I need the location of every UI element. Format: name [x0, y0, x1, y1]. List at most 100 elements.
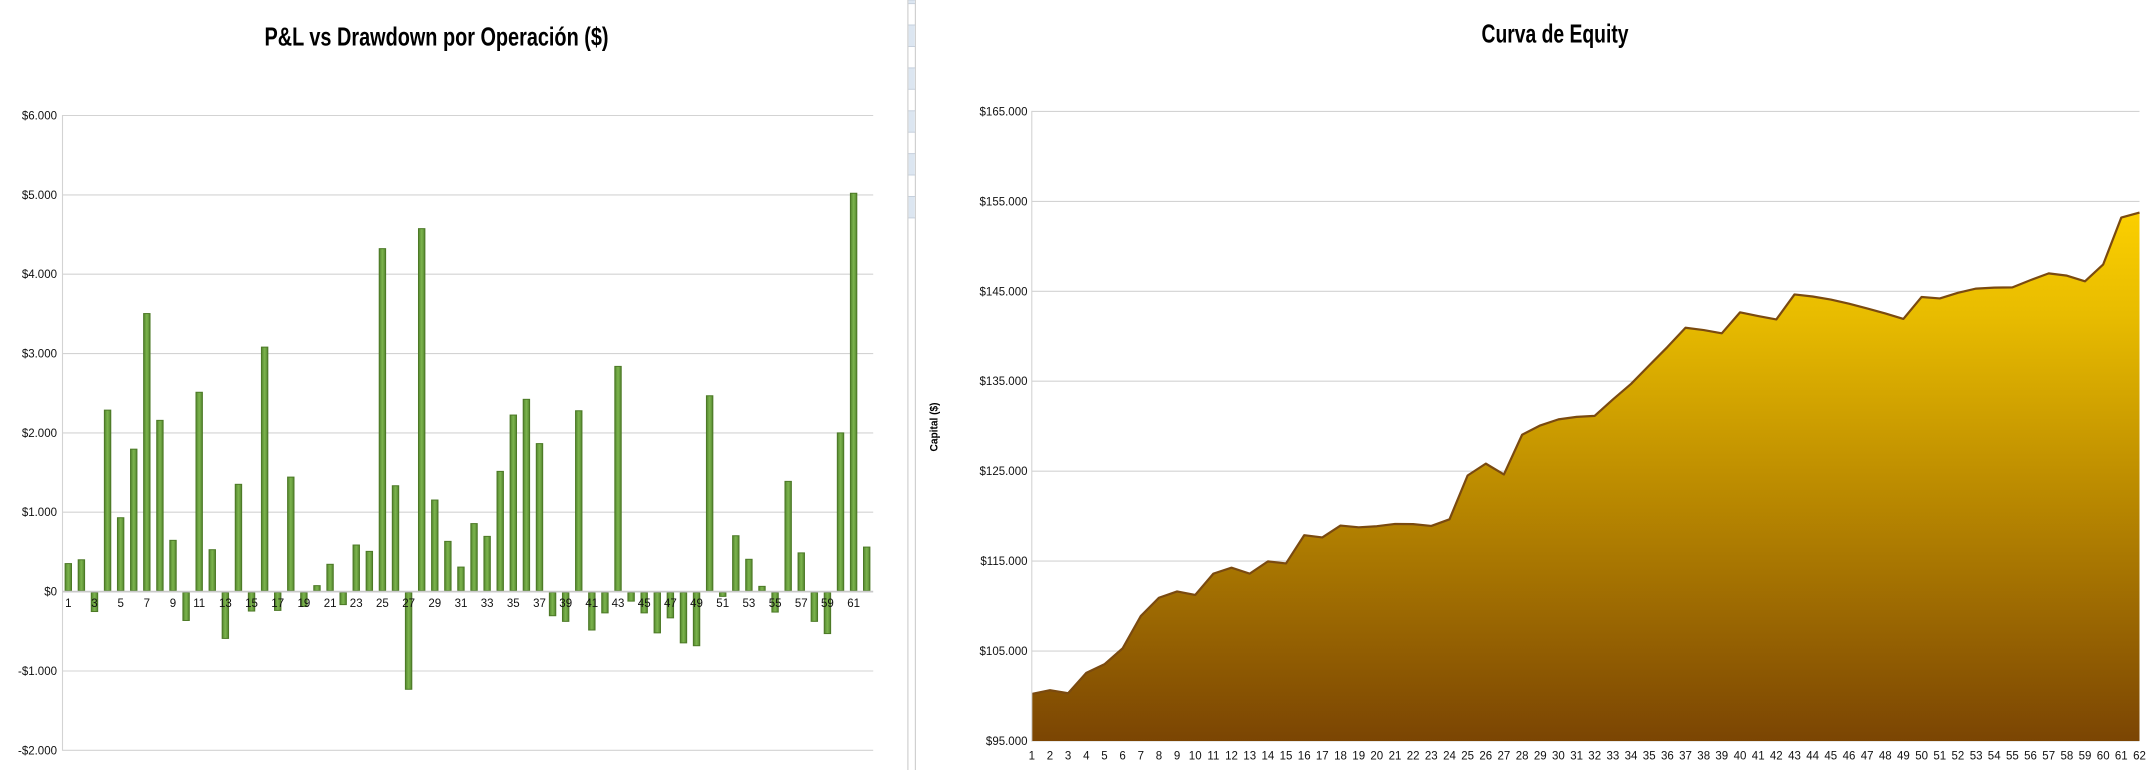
svg-text:11: 11 — [1207, 751, 1219, 763]
svg-text:36: 36 — [1661, 751, 1674, 763]
svg-text:21: 21 — [324, 598, 337, 610]
svg-text:57: 57 — [2042, 751, 2055, 763]
svg-text:2: 2 — [1047, 751, 1053, 763]
svg-text:14: 14 — [1262, 751, 1275, 763]
svg-text:$2.000: $2.000 — [22, 428, 57, 440]
svg-text:13: 13 — [219, 598, 232, 610]
svg-text:27: 27 — [1498, 751, 1511, 763]
svg-text:7: 7 — [144, 598, 150, 610]
svg-text:$135.000: $135.000 — [980, 376, 1028, 388]
svg-text:$3.000: $3.000 — [22, 349, 57, 361]
svg-text:31: 31 — [455, 598, 468, 610]
svg-text:7: 7 — [1138, 751, 1144, 763]
svg-text:21: 21 — [1389, 751, 1402, 763]
svg-text:41: 41 — [585, 598, 598, 610]
svg-text:$125.000: $125.000 — [980, 466, 1028, 478]
svg-text:23: 23 — [350, 598, 363, 610]
svg-text:35: 35 — [1643, 751, 1656, 763]
svg-text:45: 45 — [638, 598, 651, 610]
svg-text:43: 43 — [1788, 751, 1801, 763]
svg-text:15: 15 — [1280, 751, 1293, 763]
svg-text:31: 31 — [1570, 751, 1583, 763]
svg-text:61: 61 — [2115, 751, 2128, 763]
svg-text:48: 48 — [1879, 751, 1892, 763]
svg-text:22: 22 — [1407, 751, 1420, 763]
svg-text:8: 8 — [1156, 751, 1162, 763]
svg-text:55: 55 — [2006, 751, 2019, 763]
svg-text:27: 27 — [402, 598, 415, 610]
svg-text:51: 51 — [716, 598, 729, 610]
svg-text:5: 5 — [117, 598, 123, 610]
svg-text:13: 13 — [1243, 751, 1256, 763]
svg-text:16: 16 — [1298, 751, 1311, 763]
svg-text:18: 18 — [1334, 751, 1347, 763]
svg-text:62: 62 — [2133, 751, 2146, 763]
svg-text:Capital ($): Capital ($) — [929, 402, 941, 451]
svg-text:44: 44 — [1806, 751, 1819, 763]
svg-text:-$1.000: -$1.000 — [18, 666, 57, 678]
svg-text:6: 6 — [1119, 751, 1125, 763]
svg-text:55: 55 — [769, 598, 782, 610]
svg-text:38: 38 — [1697, 751, 1710, 763]
svg-text:4: 4 — [1083, 751, 1090, 763]
svg-text:60: 60 — [2097, 751, 2110, 763]
svg-text:25: 25 — [376, 598, 389, 610]
svg-text:1: 1 — [1029, 751, 1035, 763]
svg-text:$6.000: $6.000 — [22, 111, 57, 123]
svg-text:12: 12 — [1225, 751, 1238, 763]
svg-text:1: 1 — [65, 598, 71, 610]
svg-text:45: 45 — [1824, 751, 1837, 763]
svg-text:39: 39 — [559, 598, 572, 610]
svg-text:28: 28 — [1516, 751, 1529, 763]
svg-text:34: 34 — [1625, 751, 1638, 763]
svg-text:61: 61 — [847, 598, 860, 610]
svg-text:17: 17 — [271, 598, 284, 610]
svg-text:3: 3 — [1065, 751, 1071, 763]
svg-text:58: 58 — [2061, 751, 2074, 763]
svg-text:47: 47 — [664, 598, 677, 610]
svg-text:20: 20 — [1370, 751, 1383, 763]
svg-text:5: 5 — [1101, 751, 1107, 763]
svg-text:23: 23 — [1425, 751, 1438, 763]
svg-text:46: 46 — [1843, 751, 1856, 763]
svg-text:33: 33 — [481, 598, 494, 610]
svg-text:$165.000: $165.000 — [980, 106, 1028, 118]
svg-text:$115.000: $115.000 — [980, 556, 1027, 568]
svg-text:43: 43 — [612, 598, 625, 610]
svg-text:25: 25 — [1461, 751, 1474, 763]
svg-text:11: 11 — [193, 598, 205, 610]
svg-text:41: 41 — [1752, 751, 1765, 763]
svg-text:3: 3 — [91, 598, 97, 610]
svg-text:52: 52 — [1952, 751, 1965, 763]
svg-text:26: 26 — [1479, 751, 1492, 763]
svg-text:32: 32 — [1588, 751, 1601, 763]
svg-text:19: 19 — [1352, 751, 1365, 763]
svg-text:53: 53 — [743, 598, 756, 610]
svg-text:$4.000: $4.000 — [22, 269, 57, 281]
svg-text:54: 54 — [1988, 751, 2001, 763]
svg-text:9: 9 — [1174, 751, 1180, 763]
svg-text:10: 10 — [1189, 751, 1202, 763]
svg-text:39: 39 — [1715, 751, 1728, 763]
svg-text:37: 37 — [533, 598, 546, 610]
svg-text:40: 40 — [1734, 751, 1747, 763]
svg-text:57: 57 — [795, 598, 808, 610]
svg-text:49: 49 — [690, 598, 703, 610]
svg-text:24: 24 — [1443, 751, 1456, 763]
svg-text:29: 29 — [1534, 751, 1547, 763]
svg-text:17: 17 — [1316, 751, 1329, 763]
svg-text:56: 56 — [2024, 751, 2037, 763]
svg-text:$0: $0 — [44, 587, 57, 599]
svg-text:$105.000: $105.000 — [980, 646, 1028, 658]
svg-text:30: 30 — [1552, 751, 1565, 763]
svg-text:47: 47 — [1861, 751, 1874, 763]
svg-text:42: 42 — [1770, 751, 1783, 763]
svg-text:9: 9 — [170, 598, 176, 610]
svg-text:53: 53 — [1970, 751, 1983, 763]
svg-text:51: 51 — [1933, 751, 1946, 763]
svg-text:$155.000: $155.000 — [980, 196, 1028, 208]
svg-text:59: 59 — [2079, 751, 2092, 763]
svg-text:19: 19 — [298, 598, 311, 610]
svg-text:-$2.000: -$2.000 — [18, 745, 57, 757]
svg-text:29: 29 — [428, 598, 441, 610]
